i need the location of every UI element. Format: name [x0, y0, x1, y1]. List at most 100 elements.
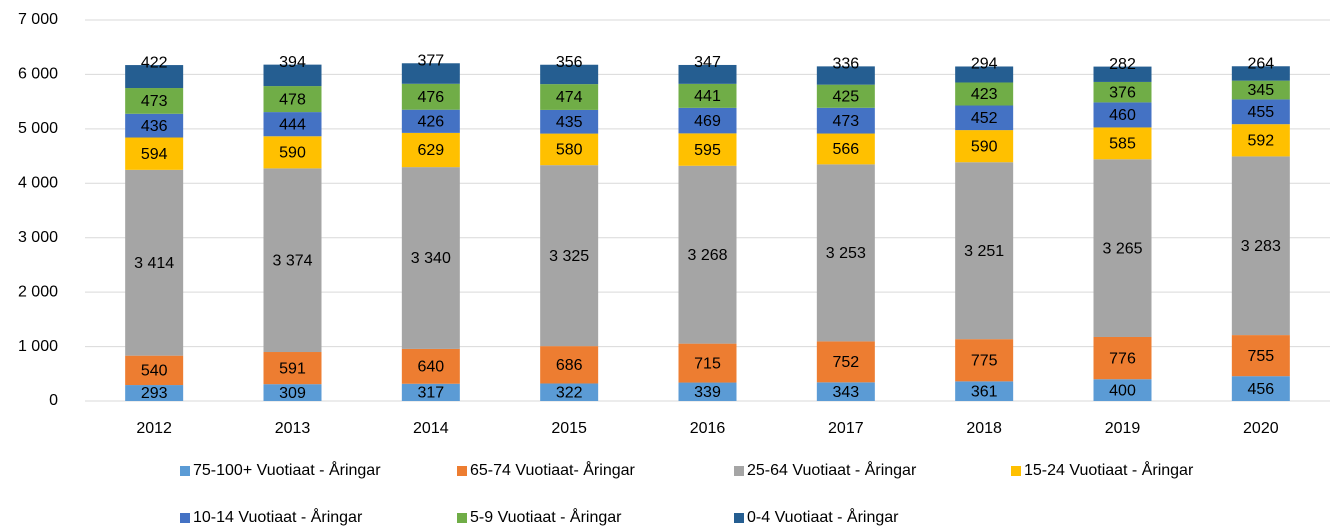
legend-swatch — [734, 513, 744, 523]
data-label: 282 — [1109, 56, 1136, 73]
data-label: 476 — [417, 89, 444, 106]
data-label: 473 — [832, 113, 859, 130]
bar-segment — [816, 341, 875, 383]
data-label: 3 414 — [134, 255, 174, 272]
data-label: 590 — [279, 145, 306, 162]
data-label: 752 — [832, 354, 859, 371]
bar-segment — [816, 107, 875, 134]
bar-segment — [955, 339, 1014, 382]
bar-segment — [1231, 66, 1290, 81]
data-label: 775 — [971, 352, 998, 369]
data-label: 590 — [971, 138, 998, 155]
bar-segment — [1093, 81, 1152, 103]
data-label: 686 — [556, 357, 583, 374]
bar-segment — [678, 165, 737, 344]
data-label: 478 — [279, 91, 306, 108]
bar-segment — [1231, 124, 1290, 157]
data-label: 356 — [556, 54, 583, 71]
data-label: 3 253 — [826, 245, 866, 262]
data-label: 336 — [832, 56, 859, 73]
data-label: 3 374 — [272, 252, 312, 269]
bar-segment — [816, 133, 875, 165]
bar-segment — [540, 84, 599, 110]
legend-swatch — [1011, 466, 1021, 476]
bar-segment — [1093, 336, 1152, 380]
data-label: 594 — [141, 146, 168, 163]
bar-segment — [955, 105, 1014, 131]
bar-segment — [125, 169, 184, 356]
bar-segment — [1093, 66, 1152, 82]
bar-segment — [678, 343, 737, 383]
bar-segment — [1093, 127, 1152, 160]
data-label: 776 — [1109, 350, 1136, 367]
data-label: 566 — [832, 141, 859, 158]
bar-segment — [1231, 99, 1290, 125]
data-label: 294 — [971, 56, 998, 73]
data-label: 426 — [417, 114, 444, 131]
legend-label: 5-9 Vuotiaat - Åringar — [470, 507, 622, 526]
bar-segment — [1231, 156, 1290, 336]
data-label: 580 — [556, 142, 583, 159]
bar-segment — [263, 64, 322, 87]
data-label: 400 — [1109, 382, 1136, 399]
bar-segment — [401, 167, 460, 349]
data-label: 640 — [417, 359, 444, 376]
data-label: 394 — [279, 54, 306, 71]
data-label: 444 — [279, 116, 306, 133]
bar-segment — [263, 112, 322, 137]
bar-segment — [1093, 159, 1152, 337]
data-label: 377 — [417, 52, 444, 69]
y-tick-label: 6 000 — [18, 66, 58, 83]
bar-segment — [1093, 102, 1152, 128]
bar-segment — [125, 355, 184, 386]
y-tick-label: 2 000 — [18, 283, 58, 300]
bar-segment — [263, 168, 322, 353]
data-label: 425 — [832, 88, 859, 105]
data-label: 540 — [141, 363, 168, 380]
bar-segment — [401, 132, 460, 168]
x-tick-label: 2012 — [136, 420, 172, 437]
legend-swatch — [180, 466, 190, 476]
data-label: 435 — [556, 114, 583, 131]
legend-label: 25-64 Vuotiaat - Åringar — [747, 460, 917, 479]
legend-label: 0-4 Vuotiaat - Åringar — [747, 507, 899, 526]
data-label: 339 — [694, 384, 721, 401]
bar-segment — [540, 383, 599, 401]
legend-swatch — [180, 513, 190, 523]
bar-segment — [955, 162, 1014, 340]
data-label: 423 — [971, 86, 998, 103]
data-label: 309 — [279, 385, 306, 402]
legend-label: 15-24 Vuotiaat - Åringar — [1024, 460, 1194, 479]
y-tick-label: 1 000 — [18, 338, 58, 355]
bar-segment — [1231, 335, 1290, 377]
y-tick-label: 4 000 — [18, 175, 58, 192]
data-label: 361 — [971, 383, 998, 400]
y-tick-label: 0 — [49, 392, 58, 409]
bar-segment — [1093, 379, 1152, 401]
data-label: 474 — [556, 89, 583, 106]
data-label: 473 — [141, 93, 168, 110]
data-label: 455 — [1247, 104, 1274, 121]
bar-segment — [540, 346, 599, 384]
data-label: 592 — [1247, 133, 1274, 150]
bar-segment — [816, 66, 875, 85]
data-label: 322 — [556, 384, 583, 401]
bar-segment — [401, 109, 460, 133]
bar-segment — [816, 164, 875, 342]
bar-segment — [816, 382, 875, 401]
bar-segment — [678, 133, 737, 166]
legend-label: 10-14 Vuotiaat - Åringar — [193, 507, 363, 526]
data-label: 347 — [694, 54, 721, 71]
bar-segment — [263, 136, 322, 169]
bar-segment — [401, 348, 460, 384]
data-label: 3 283 — [1241, 238, 1281, 255]
bar-segment — [955, 381, 1014, 401]
data-label: 456 — [1247, 381, 1274, 398]
legend-swatch — [457, 513, 467, 523]
bar-segment — [540, 133, 599, 166]
bar-segment — [1231, 376, 1290, 401]
x-tick-label: 2014 — [413, 420, 449, 437]
y-tick-label: 7 000 — [18, 11, 58, 28]
bar-segment — [401, 383, 460, 401]
